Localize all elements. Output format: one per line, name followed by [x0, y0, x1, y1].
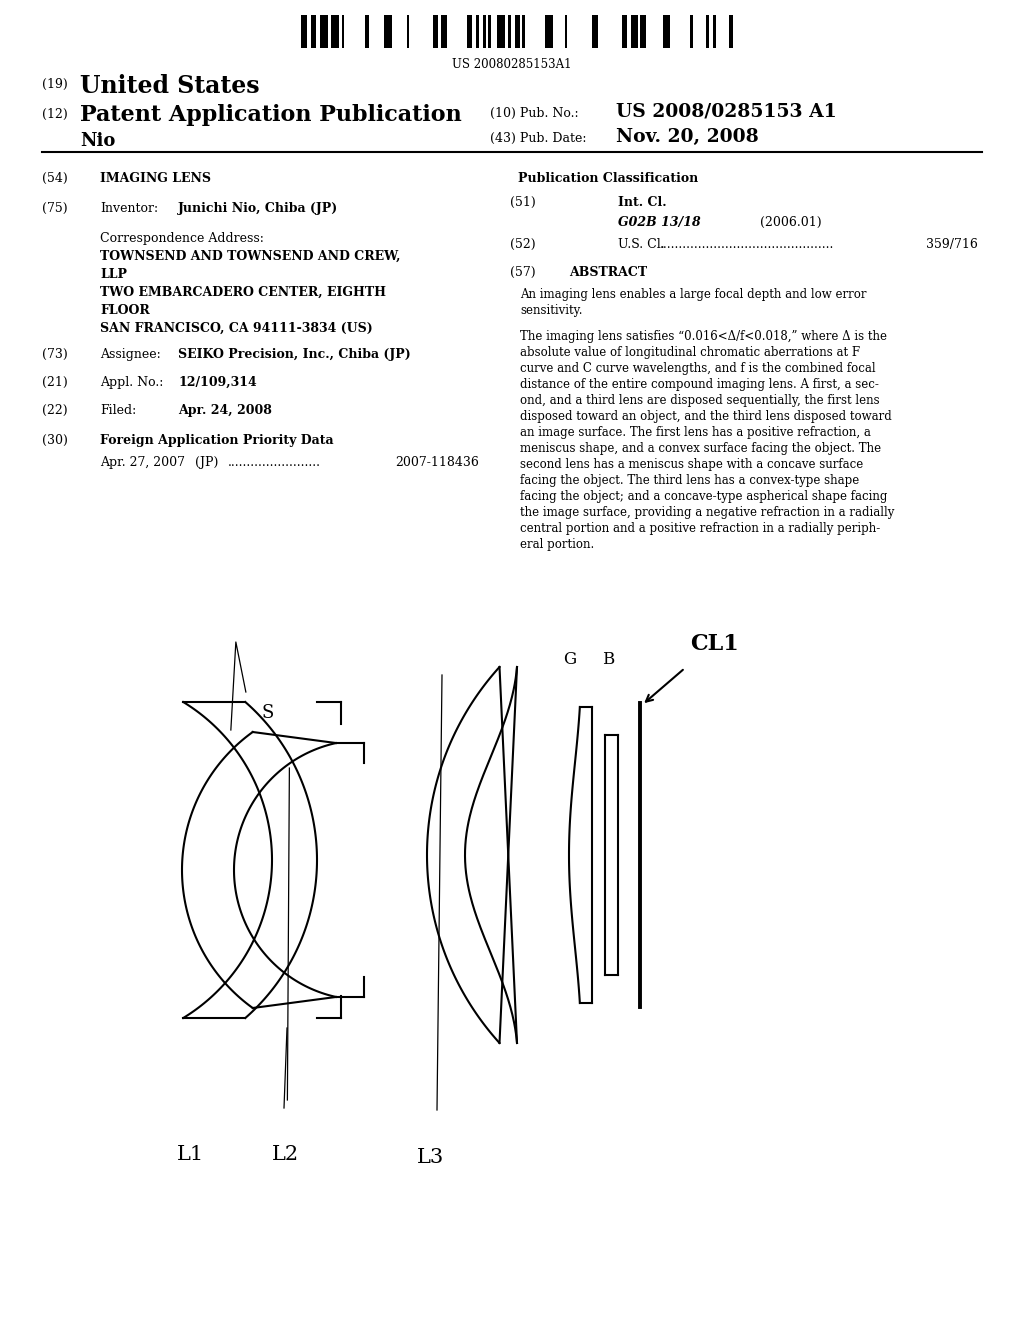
Text: L2: L2 — [271, 1144, 299, 1164]
Text: second lens has a meniscus shape with a concave surface: second lens has a meniscus shape with a … — [520, 458, 863, 471]
Bar — [713, 15, 716, 48]
Text: U.S. Cl.: U.S. Cl. — [618, 238, 665, 251]
Bar — [441, 15, 447, 48]
Text: (10) Pub. No.:: (10) Pub. No.: — [490, 107, 579, 120]
Text: An imaging lens enables a large focal depth and low error: An imaging lens enables a large focal de… — [520, 288, 866, 301]
Text: ........................: ........................ — [228, 455, 321, 469]
Bar — [331, 15, 339, 48]
Bar — [301, 15, 307, 48]
Text: absolute value of longitudinal chromatic aberrations at F: absolute value of longitudinal chromatic… — [520, 346, 860, 359]
Text: US 2008/0285153 A1: US 2008/0285153 A1 — [616, 103, 837, 121]
Text: Filed:: Filed: — [100, 404, 136, 417]
Text: ABSTRACT: ABSTRACT — [569, 267, 647, 279]
Text: curve and C curve wavelengths, and f is the combined focal: curve and C curve wavelengths, and f is … — [520, 362, 876, 375]
Bar — [545, 15, 553, 48]
Text: US 20080285153A1: US 20080285153A1 — [453, 58, 571, 71]
Bar — [476, 15, 479, 48]
Text: Apr. 24, 2008: Apr. 24, 2008 — [178, 404, 272, 417]
Text: Apr. 27, 2007: Apr. 27, 2007 — [100, 455, 185, 469]
Text: (22): (22) — [42, 404, 68, 417]
Text: SAN FRANCISCO, CA 94111-3834 (US): SAN FRANCISCO, CA 94111-3834 (US) — [100, 322, 373, 335]
Bar — [640, 15, 646, 48]
Text: 359/716: 359/716 — [926, 238, 978, 251]
Text: (2006.01): (2006.01) — [760, 216, 821, 228]
Bar — [565, 15, 567, 48]
Bar — [365, 15, 369, 48]
Bar — [690, 15, 693, 48]
Text: central portion and a positive refraction in a radially periph-: central portion and a positive refractio… — [520, 521, 881, 535]
Text: SEIKO Precision, Inc., Chiba (JP): SEIKO Precision, Inc., Chiba (JP) — [178, 348, 411, 360]
Bar — [515, 15, 520, 48]
Bar — [342, 15, 344, 48]
Bar — [622, 15, 627, 48]
Text: Appl. No.:: Appl. No.: — [100, 376, 164, 389]
Text: facing the object. The third lens has a convex-type shape: facing the object. The third lens has a … — [520, 474, 859, 487]
Text: TOWNSEND AND TOWNSEND AND CREW,: TOWNSEND AND TOWNSEND AND CREW, — [100, 249, 400, 263]
Bar — [407, 15, 409, 48]
Text: 2007-118436: 2007-118436 — [395, 455, 479, 469]
Text: (19): (19) — [42, 78, 68, 91]
Bar — [488, 15, 490, 48]
Text: (57): (57) — [510, 267, 536, 279]
Text: Nio: Nio — [80, 132, 116, 150]
Text: the image surface, providing a negative refraction in a radially: the image surface, providing a negative … — [520, 506, 894, 519]
Text: Publication Classification: Publication Classification — [518, 172, 698, 185]
Text: (12): (12) — [42, 108, 68, 121]
Text: sensitivity.: sensitivity. — [520, 304, 583, 317]
Text: Junichi Nio, Chiba (JP): Junichi Nio, Chiba (JP) — [178, 202, 338, 215]
Text: IMAGING LENS: IMAGING LENS — [100, 172, 211, 185]
Text: eral portion.: eral portion. — [520, 539, 594, 550]
Text: CL1: CL1 — [690, 634, 738, 655]
Text: (JP): (JP) — [195, 455, 218, 469]
Text: disposed toward an object, and the third lens disposed toward: disposed toward an object, and the third… — [520, 411, 892, 422]
Bar — [311, 15, 316, 48]
Text: Assignee:: Assignee: — [100, 348, 161, 360]
Text: (54): (54) — [42, 172, 68, 185]
Bar — [467, 15, 472, 48]
Bar — [663, 15, 670, 48]
Text: G02B 13/18: G02B 13/18 — [618, 216, 700, 228]
Text: ond, and a third lens are disposed sequentially, the first lens: ond, and a third lens are disposed seque… — [520, 393, 880, 407]
Text: (73): (73) — [42, 348, 68, 360]
Text: LLP: LLP — [100, 268, 127, 281]
Text: (75): (75) — [42, 202, 68, 215]
Text: (21): (21) — [42, 376, 68, 389]
Text: L3: L3 — [417, 1148, 443, 1167]
Text: distance of the entire compound imaging lens. A first, a sec-: distance of the entire compound imaging … — [520, 378, 879, 391]
Text: an image surface. The first lens has a positive refraction, a: an image surface. The first lens has a p… — [520, 426, 870, 440]
Text: B: B — [602, 651, 614, 668]
Text: L1: L1 — [176, 1144, 204, 1164]
Text: United States: United States — [80, 74, 260, 98]
Text: meniscus shape, and a convex surface facing the object. The: meniscus shape, and a convex surface fac… — [520, 442, 881, 455]
Text: G: G — [563, 651, 577, 668]
Text: (43) Pub. Date:: (43) Pub. Date: — [490, 132, 587, 145]
Text: .............................................: ........................................… — [660, 238, 835, 251]
Text: (51): (51) — [510, 195, 536, 209]
Bar — [483, 15, 486, 48]
Bar — [592, 15, 598, 48]
Bar — [433, 15, 438, 48]
Bar — [384, 15, 392, 48]
Text: (30): (30) — [42, 434, 68, 447]
Bar — [729, 15, 733, 48]
Text: facing the object; and a concave-type aspherical shape facing: facing the object; and a concave-type as… — [520, 490, 888, 503]
Bar — [706, 15, 709, 48]
Text: The imaging lens satisfies “0.016<Δ/f<0.018,” where Δ is the: The imaging lens satisfies “0.016<Δ/f<0.… — [520, 330, 887, 343]
Text: 12/109,314: 12/109,314 — [178, 376, 257, 389]
Bar — [497, 15, 505, 48]
Bar — [319, 15, 328, 48]
Text: Inventor:: Inventor: — [100, 202, 158, 215]
Bar — [631, 15, 638, 48]
Text: FLOOR: FLOOR — [100, 304, 150, 317]
Text: S: S — [262, 704, 274, 722]
Bar — [508, 15, 511, 48]
Text: TWO EMBARCADERO CENTER, EIGHTH: TWO EMBARCADERO CENTER, EIGHTH — [100, 286, 386, 300]
Text: Nov. 20, 2008: Nov. 20, 2008 — [616, 128, 759, 147]
Text: Correspondence Address:: Correspondence Address: — [100, 232, 264, 246]
Text: (52): (52) — [510, 238, 536, 251]
Text: Foreign Application Priority Data: Foreign Application Priority Data — [100, 434, 334, 447]
Text: Int. Cl.: Int. Cl. — [618, 195, 667, 209]
Text: Patent Application Publication: Patent Application Publication — [80, 104, 462, 125]
Bar — [522, 15, 525, 48]
